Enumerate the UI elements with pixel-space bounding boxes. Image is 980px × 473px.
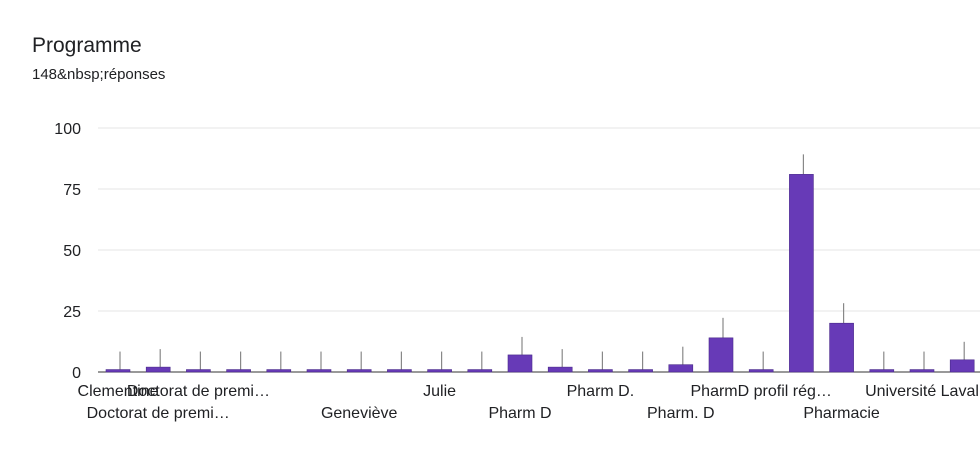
x-tick-label: Pharm D [488, 405, 551, 422]
x-tick-label: Pharm D. [567, 383, 635, 400]
bar [306, 369, 332, 373]
bar [427, 369, 452, 373]
bar [186, 369, 211, 373]
bar [266, 369, 292, 373]
x-tick-label: PharmD profil rég… [691, 383, 832, 400]
bar [588, 369, 613, 373]
bar [628, 369, 653, 373]
bar [226, 369, 251, 373]
x-tick-label: Geneviève [321, 405, 398, 422]
bar [387, 369, 412, 373]
bar [668, 364, 694, 373]
bar [748, 369, 774, 373]
x-tick-label: Pharm. D [647, 405, 715, 422]
bar [869, 369, 895, 373]
y-tick-label: 75 [63, 182, 81, 199]
bar [145, 366, 171, 373]
y-tick-label: 25 [63, 304, 81, 321]
bar [467, 369, 493, 373]
x-tick-label: Pharmacie [803, 405, 880, 422]
bar [105, 369, 131, 373]
x-tick-label: Doctorat de premi… [127, 383, 270, 400]
bar [829, 322, 854, 373]
bar [789, 174, 814, 373]
response-count: 148&nbsp;réponses [32, 66, 166, 83]
x-tick-label: Université Laval [865, 383, 979, 400]
x-tick-label: Clementine [78, 383, 159, 400]
x-tick-label: Julie [423, 383, 456, 400]
y-tick-label: 0 [72, 365, 81, 382]
bar [547, 366, 573, 373]
bar [909, 369, 935, 373]
y-tick-label: 100 [54, 121, 81, 138]
y-tick-label: 50 [63, 243, 81, 260]
bar [346, 369, 372, 373]
bar [949, 359, 975, 373]
x-tick-label: Doctorat de premi… [87, 405, 230, 422]
bar [507, 354, 533, 373]
bar [708, 337, 734, 373]
chart-title: Programme [32, 34, 142, 57]
